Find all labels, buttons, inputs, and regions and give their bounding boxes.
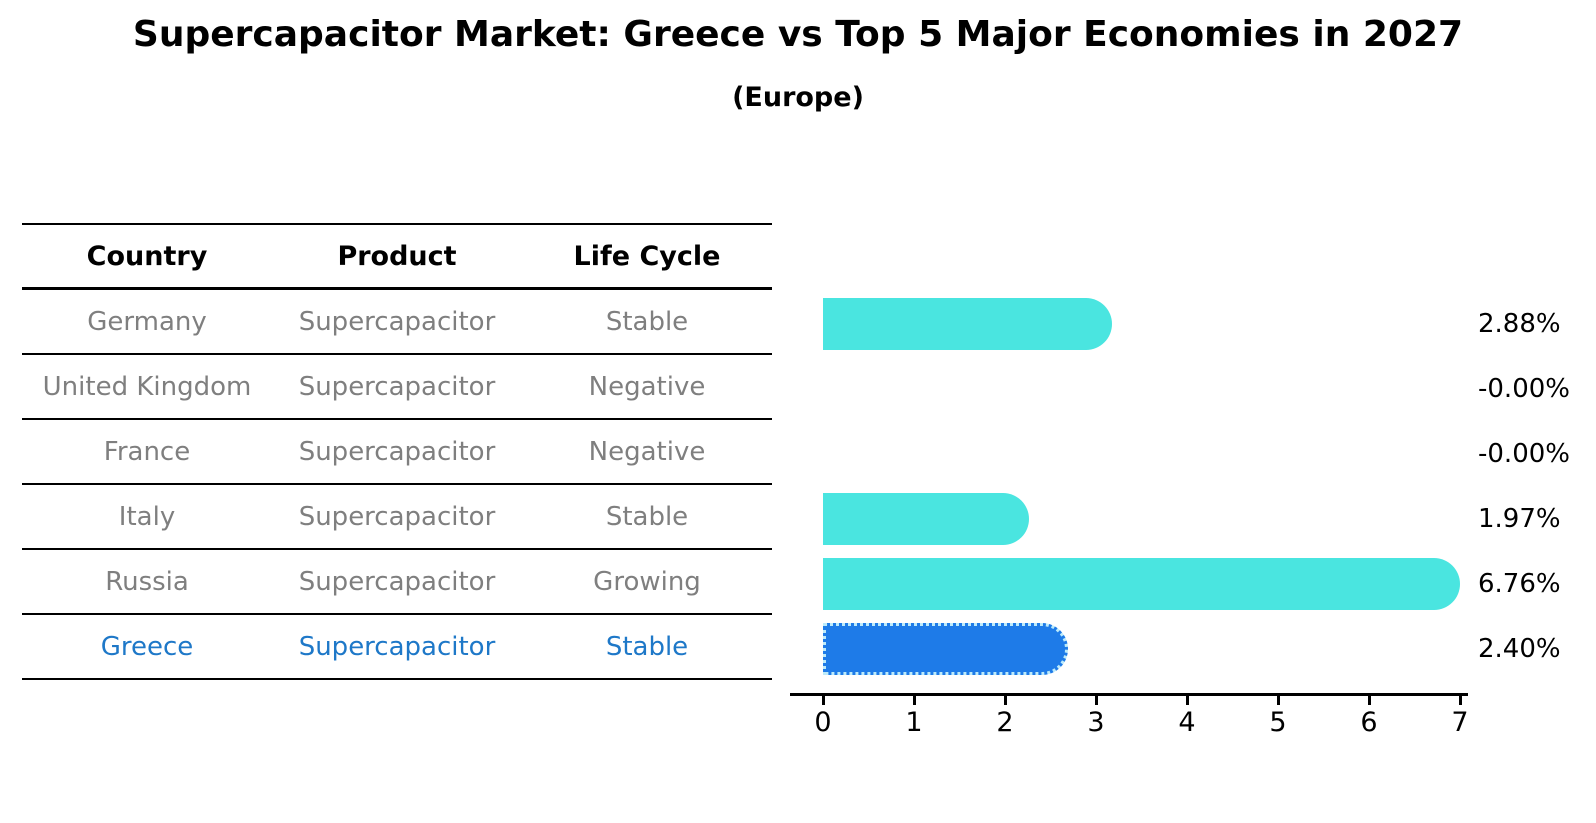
cell-product: Supercapacitor [298, 436, 496, 467]
x-axis-tick-labels: 0 1 2 3 4 5 6 7 [814, 707, 1468, 741]
value-label-row: 1.97% [1478, 486, 1596, 551]
bar-germany [823, 297, 1113, 350]
bar-row [823, 616, 1460, 681]
table-row-france: France Supercapacitor Negative [22, 420, 772, 485]
table-row-germany: Germany Supercapacitor Stable [22, 290, 772, 355]
x-tick-label: 4 [1178, 707, 1196, 738]
cell-life-cycle: Negative [588, 436, 706, 467]
cell-product: Supercapacitor [298, 501, 496, 532]
bar-russia [823, 557, 1460, 610]
value-label-russia: 6.76% [1478, 568, 1561, 599]
table-row-russia: Russia Supercapacitor Growing [22, 550, 772, 615]
cell-life-cycle: Growing [593, 566, 701, 597]
cell-country: Greece [100, 631, 194, 662]
bar-greece [823, 622, 1069, 675]
value-label-france: -0.00% [1478, 438, 1570, 469]
x-axis-line [790, 693, 1468, 696]
cell-product: Supercapacitor [298, 371, 496, 402]
table-header-row: Country Product Life Cycle [22, 225, 772, 290]
table-row-greece: Greece Supercapacitor Stable [22, 615, 772, 680]
value-label-germany: 2.88% [1478, 308, 1561, 339]
bar-plot-area [823, 291, 1460, 681]
x-tick-label: 0 [814, 707, 832, 738]
cell-country: Germany [87, 306, 207, 337]
cell-product: Supercapacitor [298, 566, 496, 597]
bar-italy [823, 492, 1030, 545]
cell-country: Italy [118, 501, 176, 532]
column-header-product: Product [337, 240, 457, 272]
x-tick [822, 696, 825, 705]
x-tick [1004, 696, 1007, 705]
x-tick [1277, 696, 1280, 705]
cell-country: United Kingdom [42, 371, 252, 402]
bar-row [823, 421, 1460, 486]
table-row-united-kingdom: United Kingdom Supercapacitor Negative [22, 355, 772, 420]
chart-subtitle: (Europe) [732, 82, 864, 113]
country-table: Country Product Life Cycle Germany Super… [22, 223, 772, 680]
x-tick-label: 2 [996, 707, 1014, 738]
chart-title: Supercapacitor Market: Greece vs Top 5 M… [132, 14, 1464, 55]
bar-row [823, 551, 1460, 616]
value-label-row: 6.76% [1478, 551, 1596, 616]
column-header-country: Country [86, 240, 208, 272]
x-axis-ticks [822, 696, 1462, 706]
cell-life-cycle: Stable [605, 501, 689, 532]
table-row-italy: Italy Supercapacitor Stable [22, 485, 772, 550]
value-label-italy: 1.97% [1478, 503, 1561, 534]
value-label-united-kingdom: -0.00% [1478, 373, 1570, 404]
bar-row [823, 486, 1460, 551]
cell-product: Supercapacitor [298, 631, 496, 662]
x-tick-label: 6 [1360, 707, 1378, 738]
x-tick-label: 7 [1451, 707, 1469, 738]
cell-life-cycle: Negative [588, 371, 706, 402]
value-label-row: 2.88% [1478, 291, 1596, 356]
bar-value-labels: 2.88% -0.00% -0.00% 1.97% 6.76% 2.40% [1478, 291, 1596, 681]
x-tick-label: 5 [1269, 707, 1287, 738]
x-tick-label: 3 [1087, 707, 1105, 738]
bar-row [823, 291, 1460, 356]
x-tick-label: 1 [905, 707, 923, 738]
value-label-row: -0.00% [1478, 421, 1596, 486]
bar-row [823, 356, 1460, 421]
cell-product: Supercapacitor [298, 306, 496, 337]
x-tick [1186, 696, 1189, 705]
x-tick [913, 696, 916, 705]
x-tick [1459, 696, 1462, 705]
value-label-row: 2.40% [1478, 616, 1596, 681]
x-tick [1095, 696, 1098, 705]
cell-life-cycle: Stable [605, 306, 689, 337]
value-label-greece: 2.40% [1478, 633, 1561, 664]
x-tick [1368, 696, 1371, 705]
column-header-life-cycle: Life Cycle [573, 240, 721, 272]
value-label-row: -0.00% [1478, 356, 1596, 421]
cell-country: Russia [105, 566, 189, 597]
cell-country: France [103, 436, 191, 467]
cell-life-cycle: Stable [605, 631, 689, 662]
